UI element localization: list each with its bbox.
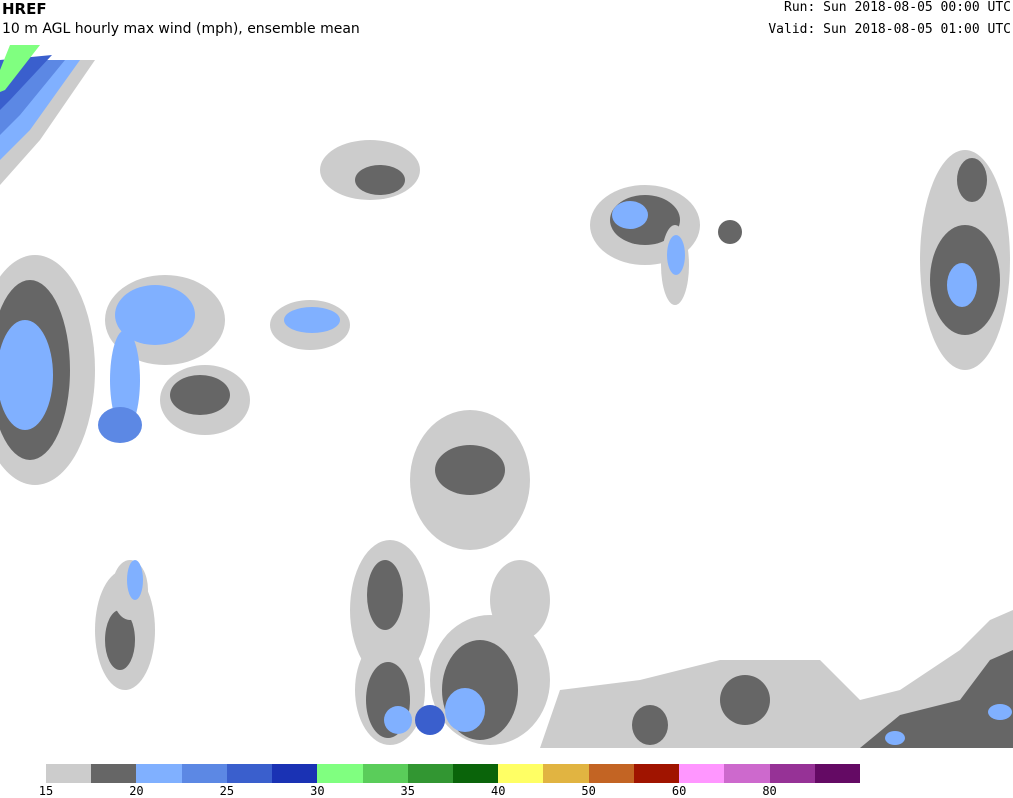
colorbar-tick-label: 35 [400,784,415,798]
colorbar-bin [136,764,182,783]
model-title: HREF [2,0,47,18]
colorbar-tick-label: 80 [762,784,777,798]
colorbar-bin [317,764,363,783]
colorbar-bin [272,764,318,783]
colorbar-bin [226,764,273,783]
run-time: Run: Sun 2018-08-05 00:00 UTC [784,0,1011,15]
colorbar-bin [407,764,453,783]
colorbar-bin [633,764,680,783]
colorbar-bin [724,764,770,783]
colorbar-ticks: 15 20 25 30 35 40 50 60 80 [39,784,860,798]
field-title: 10 m AGL hourly max wind (mph), ensemble… [2,21,360,37]
colorbar-bin [498,764,544,783]
colorbar-tick-label: 50 [581,784,596,798]
colorbar-tick-label: 60 [671,784,687,798]
colorbar-bin [362,764,408,783]
wind-field-shading [0,45,1013,748]
valid-time: Valid: Sun 2018-08-05 01:00 UTC [768,22,1011,37]
colorbar-bin [769,764,815,783]
colorbar-bin [679,764,725,783]
colorbar [46,764,860,783]
colorbar-bin [46,764,92,783]
colorbar-bin [452,764,499,783]
colorbar-tick-label: 40 [490,784,506,798]
colorbar-tick-label: 15 [38,784,54,798]
colorbar-bin [181,764,227,783]
colorbar-tick-label: 30 [310,784,325,798]
colorbar-bin [814,764,860,783]
colorbar-bin [543,764,589,783]
colorbar-bin [91,764,137,783]
colorbar-tick-label: 25 [219,784,235,798]
wind-map [0,45,1013,748]
colorbar-bin [588,764,634,783]
colorbar-tick-label: 20 [129,784,144,798]
